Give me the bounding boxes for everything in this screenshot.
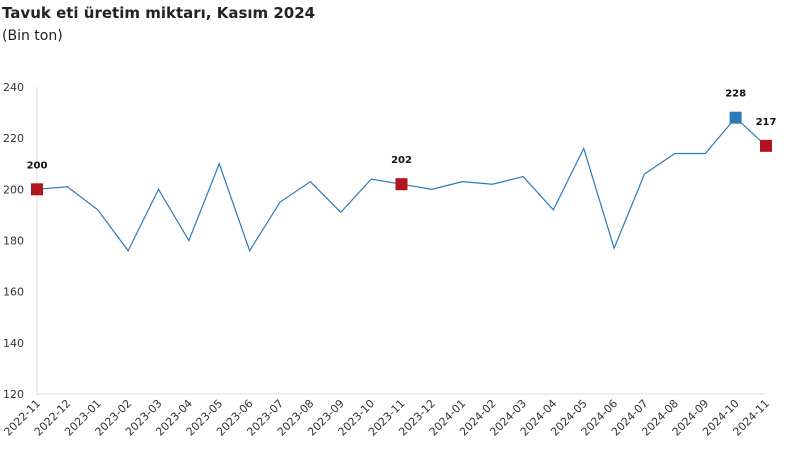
y-tick-label: 200 — [3, 183, 24, 196]
chart-title: Tavuk eti üretim miktarı, Kasım 2024 — [2, 4, 316, 22]
highlight-marker — [729, 111, 742, 124]
data-label: 202 — [391, 155, 412, 166]
data-label: 217 — [756, 117, 777, 128]
data-label: 200 — [27, 160, 48, 171]
y-tick-label: 240 — [3, 81, 24, 94]
y-tick-label: 140 — [3, 337, 24, 350]
highlight-marker — [760, 139, 772, 152]
y-tick-label: 180 — [3, 235, 24, 248]
data-label: 228 — [725, 89, 746, 100]
chart-subtitle: (Bin ton) — [2, 28, 63, 44]
highlight-marker — [31, 183, 43, 196]
y-tick-label: 120 — [3, 388, 24, 401]
highlight-marker — [395, 178, 408, 191]
y-tick-label: 160 — [3, 286, 24, 299]
y-tick-label: 220 — [3, 132, 24, 145]
